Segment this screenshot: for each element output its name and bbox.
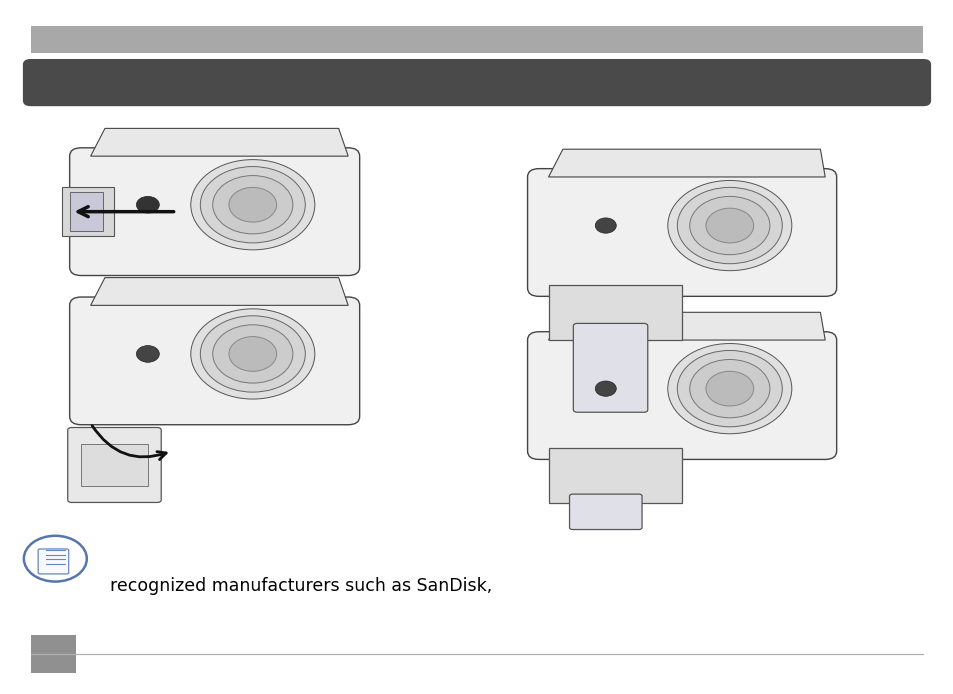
Circle shape (667, 344, 791, 434)
Circle shape (213, 325, 293, 383)
Circle shape (136, 196, 159, 213)
Text: recognized manufacturers such as SanDisk,: recognized manufacturers such as SanDisk… (110, 577, 492, 595)
FancyBboxPatch shape (569, 494, 641, 530)
Circle shape (705, 208, 753, 243)
Circle shape (229, 187, 276, 222)
Circle shape (677, 350, 781, 427)
FancyBboxPatch shape (573, 323, 647, 412)
FancyBboxPatch shape (70, 297, 359, 425)
Circle shape (689, 196, 769, 255)
FancyBboxPatch shape (38, 549, 69, 574)
Bar (548, 285, 681, 340)
Polygon shape (91, 128, 348, 156)
FancyBboxPatch shape (527, 332, 836, 459)
Circle shape (595, 218, 616, 233)
Bar (30, 26, 923, 53)
Circle shape (595, 381, 616, 396)
Circle shape (213, 176, 293, 234)
FancyBboxPatch shape (527, 169, 836, 296)
Bar (548, 448, 681, 503)
Polygon shape (548, 312, 824, 340)
Bar (70, 192, 103, 231)
Circle shape (191, 309, 314, 399)
Circle shape (200, 316, 305, 392)
Circle shape (689, 359, 769, 418)
Circle shape (229, 337, 276, 371)
Bar (81, 444, 148, 486)
Polygon shape (548, 149, 824, 177)
Circle shape (667, 180, 791, 271)
FancyBboxPatch shape (70, 148, 359, 276)
Circle shape (200, 167, 305, 243)
Bar (30, 635, 76, 673)
FancyBboxPatch shape (68, 428, 161, 502)
Circle shape (24, 536, 87, 582)
Circle shape (136, 346, 159, 362)
Circle shape (191, 160, 314, 250)
Circle shape (705, 371, 753, 406)
Polygon shape (91, 278, 348, 305)
Bar (62, 187, 114, 236)
Circle shape (677, 187, 781, 264)
FancyBboxPatch shape (23, 59, 930, 106)
